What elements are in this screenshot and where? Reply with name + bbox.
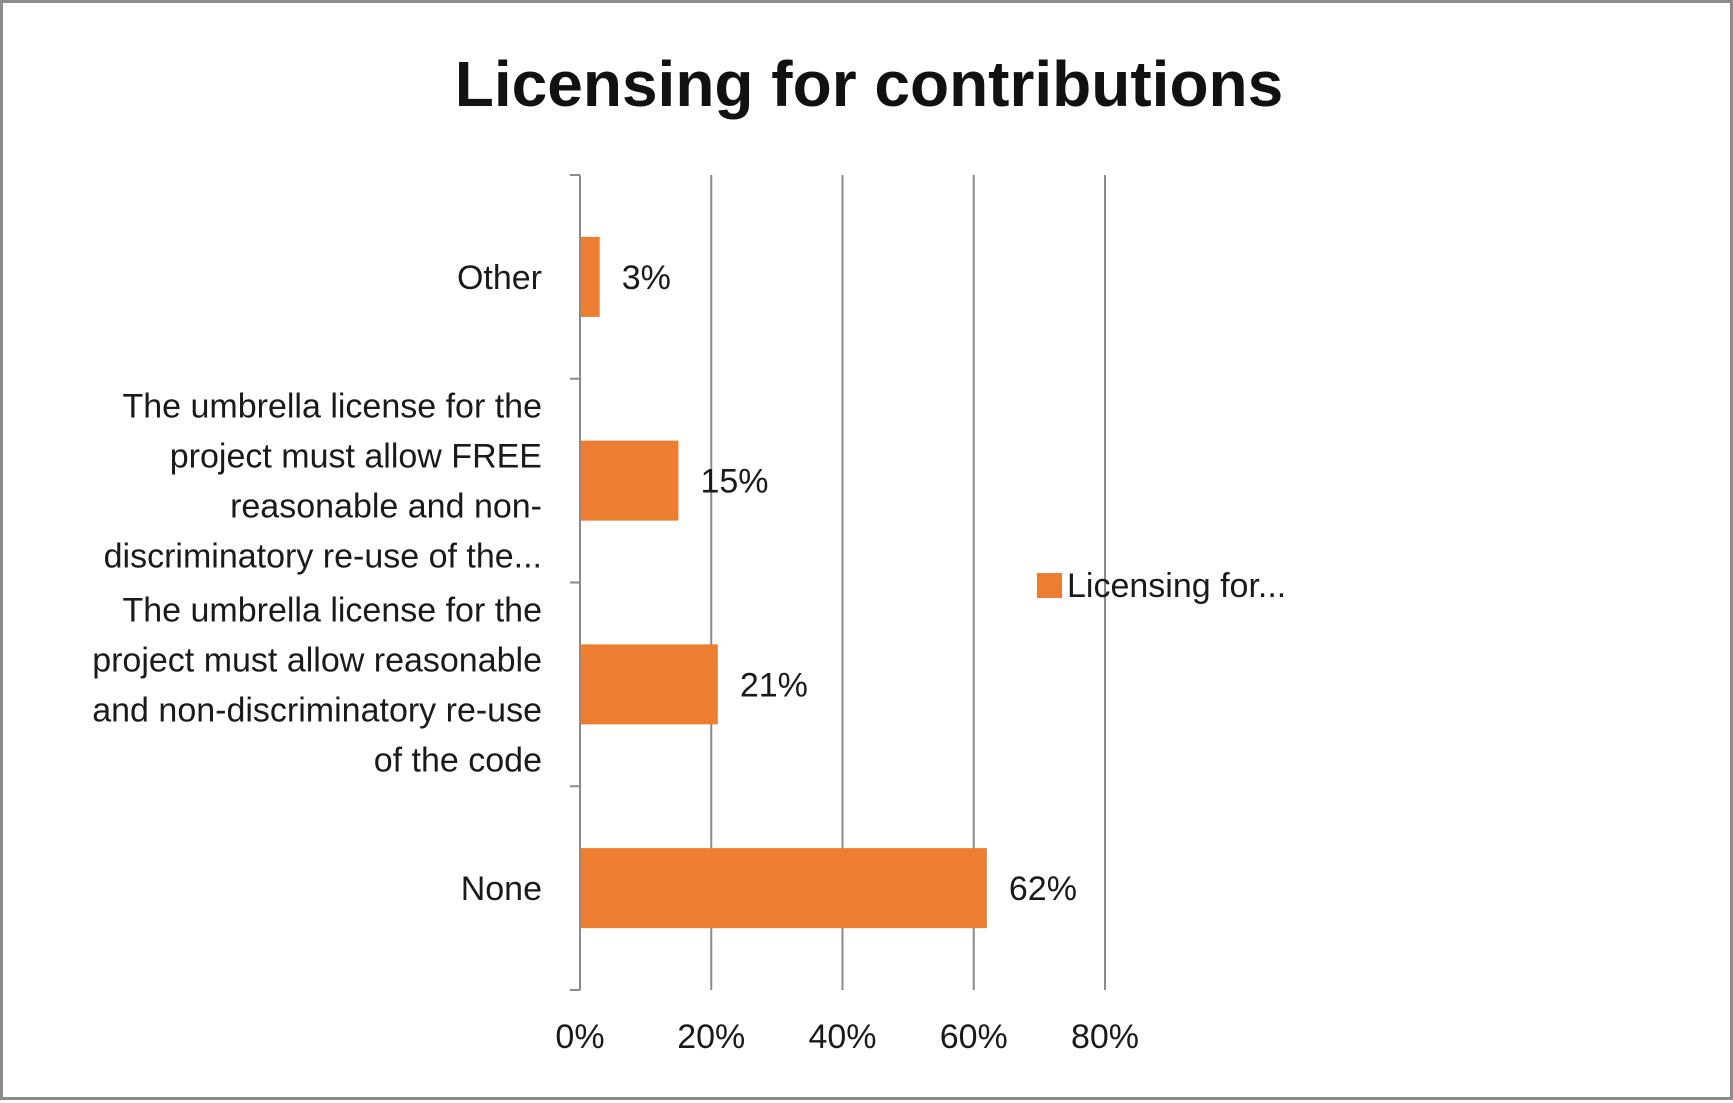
category-label: None (461, 870, 542, 908)
bar-chart: Licensing for contributions 0% 20% 40% 60% 8… (92, 48, 1286, 1056)
category-axis: None The umbrella license for the project … (92, 259, 542, 908)
legend-label: Licensing for... (1067, 567, 1286, 605)
category-label: The umbrella license for the project must… (104, 388, 542, 576)
x-tick-label: 20% (677, 1018, 745, 1056)
category-label: Other (457, 259, 542, 297)
data-label: 62% (1009, 870, 1077, 908)
value-axis: 0% 20% 40% 60% 80% (555, 174, 1139, 1056)
chart-title: Licensing for contributions (455, 48, 1283, 120)
x-tick-label: 0% (555, 1018, 604, 1056)
category-label: The umbrella license for the project must… (92, 591, 542, 779)
bar (580, 848, 987, 929)
bars (580, 236, 987, 929)
data-label: 21% (740, 666, 808, 704)
data-label: 3% (622, 259, 671, 297)
x-tick-label: 80% (1071, 1018, 1139, 1056)
data-label: 15% (700, 463, 768, 501)
legend-swatch (1037, 573, 1062, 598)
bar (580, 236, 600, 317)
x-tick-label: 40% (808, 1018, 876, 1056)
x-tick-label: 60% (940, 1018, 1008, 1056)
legend: Licensing for... (1037, 567, 1286, 605)
bar (580, 644, 718, 725)
bar (580, 440, 679, 521)
data-labels: 62% 21% 15% 3% (622, 259, 1077, 908)
